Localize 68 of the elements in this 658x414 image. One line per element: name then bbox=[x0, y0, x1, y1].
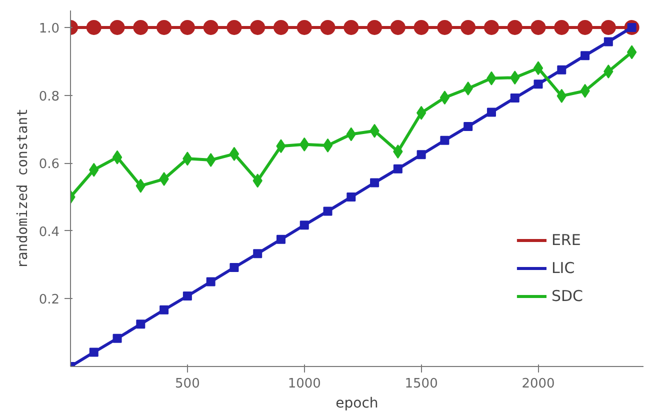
point bbox=[322, 138, 333, 152]
point bbox=[206, 277, 216, 286]
point bbox=[507, 20, 522, 35]
legend-label: SDC bbox=[551, 287, 583, 305]
point bbox=[156, 20, 172, 35]
point bbox=[600, 20, 616, 35]
y-tick-label: 0.6 bbox=[38, 157, 60, 172]
point bbox=[136, 320, 146, 329]
point bbox=[89, 348, 98, 357]
point bbox=[416, 150, 426, 160]
point bbox=[534, 80, 543, 89]
point bbox=[226, 20, 242, 35]
point bbox=[510, 93, 520, 102]
point bbox=[370, 178, 380, 188]
point bbox=[160, 305, 169, 314]
point bbox=[437, 20, 452, 35]
point bbox=[273, 20, 288, 35]
point bbox=[112, 150, 122, 164]
point bbox=[229, 146, 240, 161]
point bbox=[133, 20, 148, 35]
x-tick-label: 1500 bbox=[404, 376, 438, 392]
point bbox=[486, 108, 496, 117]
point bbox=[180, 20, 195, 35]
point bbox=[414, 20, 429, 35]
point bbox=[626, 45, 637, 60]
point bbox=[604, 37, 613, 46]
point bbox=[460, 20, 476, 35]
legend-label: LIC bbox=[551, 259, 575, 277]
point bbox=[554, 20, 570, 35]
point bbox=[390, 20, 406, 35]
point bbox=[533, 61, 544, 76]
x-tick-label: 2000 bbox=[522, 376, 555, 392]
point bbox=[86, 20, 102, 35]
point bbox=[276, 234, 286, 244]
point bbox=[578, 20, 593, 35]
x-tick-label: 1000 bbox=[288, 376, 321, 392]
point bbox=[416, 106, 426, 120]
point bbox=[580, 51, 590, 60]
point bbox=[203, 20, 218, 35]
point bbox=[346, 192, 356, 202]
y-tick-label: 1.0 bbox=[38, 21, 60, 36]
point bbox=[250, 20, 266, 35]
y-tick-label: 0.4 bbox=[38, 224, 60, 240]
legend-label: ERE bbox=[551, 231, 581, 249]
point bbox=[296, 20, 312, 35]
point bbox=[300, 220, 309, 230]
x-tick-label: 500 bbox=[175, 376, 200, 392]
point bbox=[110, 20, 125, 35]
point bbox=[206, 153, 216, 168]
y-axis-title: randomized constant bbox=[14, 108, 31, 269]
point bbox=[440, 136, 450, 145]
y-tick-label: 0.8 bbox=[38, 89, 60, 104]
point bbox=[440, 90, 450, 105]
y-tick-label: 0.2 bbox=[38, 292, 60, 308]
point bbox=[464, 122, 473, 131]
point bbox=[530, 20, 546, 35]
point bbox=[112, 334, 122, 343]
point bbox=[253, 249, 262, 258]
point bbox=[230, 263, 239, 272]
point bbox=[320, 20, 336, 35]
point bbox=[367, 20, 382, 35]
point bbox=[182, 291, 192, 300]
point bbox=[393, 164, 402, 174]
point bbox=[323, 206, 332, 216]
point bbox=[484, 20, 499, 35]
point bbox=[557, 65, 566, 74]
x-axis-title: epoch bbox=[336, 396, 378, 412]
point bbox=[344, 20, 359, 35]
